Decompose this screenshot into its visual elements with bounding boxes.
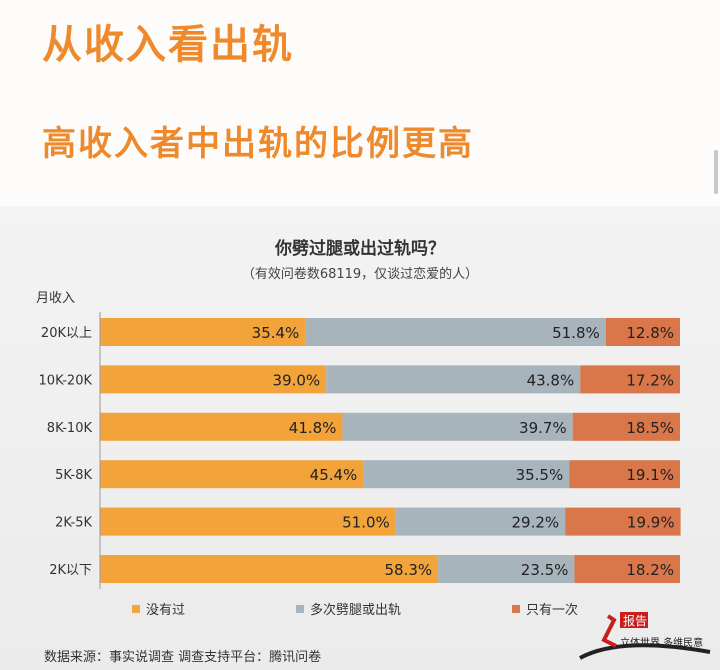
category-label: 2K以下 [49,563,92,578]
data-label: 39.0% [273,371,321,389]
data-label: 51.0% [342,514,390,532]
legend-swatch [296,605,304,613]
data-label: 58.3% [384,561,432,579]
bar-segment [363,460,570,489]
bar-segment [100,365,327,394]
data-label: 17.2% [626,371,674,389]
data-label: 29.2% [512,514,560,532]
logo-brushstroke [579,643,711,660]
page-title: 从收入看出轨 [42,22,294,68]
bar-segment [326,365,581,394]
logo-badge-bg [620,612,648,628]
logo-glyph-mark [601,614,617,648]
bar-segment [580,365,680,394]
brand-logo: 报告 立体世界 多维民意 [579,612,711,660]
legend-label: 只有一次 [526,602,578,618]
legend-swatch [512,605,520,613]
category-label: 2K-5K [55,516,92,531]
bar-segment [605,318,680,346]
scrollbar[interactable] [714,150,718,194]
bar-segment [100,555,439,583]
bar-segment [574,555,680,583]
data-label: 51.8% [552,324,600,342]
page-subtitle: 高收入者中出轨的比例更高 [42,124,474,164]
bar-segment [100,318,306,346]
bar-segment [305,318,606,346]
bar-segment [572,412,680,441]
data-label: 23.5% [521,561,569,579]
bar-segment [100,507,396,536]
data-label: 39.7% [519,419,567,437]
bar-segment [395,507,566,536]
category-label: 5K-8K [55,468,92,483]
legend-label: 没有过 [146,603,185,618]
data-source: 数据来源：事实说调查 调查支持平台：腾讯问卷 [44,650,322,665]
category-label: 20K以上 [41,326,92,341]
category-label: 8K-10K [47,421,93,436]
data-label: 18.2% [626,561,674,579]
data-label: 18.5% [626,419,674,437]
bar-segment [569,460,680,489]
data-label: 12.8% [626,324,674,342]
chart-title: 你劈过腿或出过轨吗？ [274,238,445,259]
legend-swatch [132,605,140,613]
logo-badge: 报告 [623,613,647,628]
data-label: 35.4% [252,324,300,342]
bar-segment [438,555,575,583]
bar-segment [100,412,343,441]
logo-slogan: 立体世界 多维民意 [620,636,703,649]
data-label: 41.8% [289,419,337,437]
bar-segment [100,460,364,489]
category-label: 10K-20K [39,373,93,388]
bar-segment [565,507,681,536]
legend-label: 多次劈腿或出轨 [310,602,401,618]
bar-segment [342,412,573,441]
data-label: 43.8% [527,371,575,389]
chart-subtitle: （有效问卷数68119，仅谈过恋爱的人） [242,266,478,282]
data-label: 45.4% [310,466,358,484]
data-label: 19.9% [627,514,675,532]
data-label: 35.5% [516,466,564,484]
data-label: 19.1% [626,466,674,484]
y-axis-label: 月收入 [36,291,75,306]
